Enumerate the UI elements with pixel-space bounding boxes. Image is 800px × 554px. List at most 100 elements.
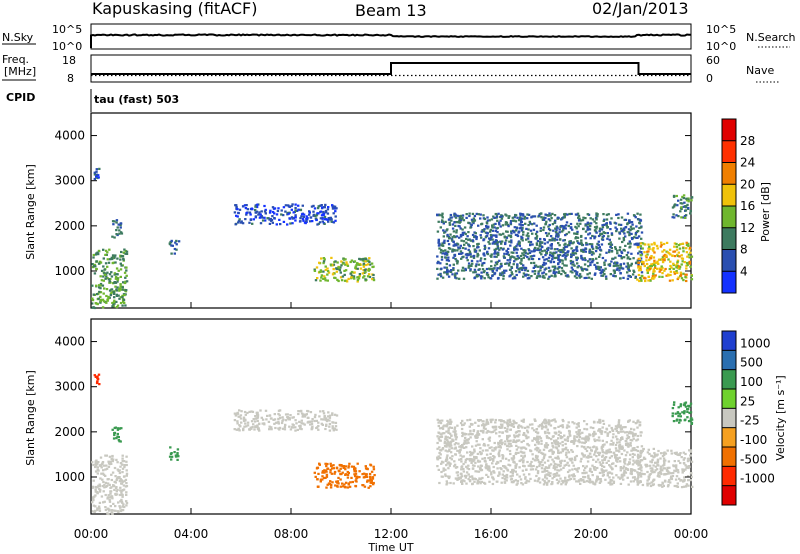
power-echo-cell-6 bbox=[538, 248, 541, 252]
velocity-echo-cell-6 bbox=[623, 460, 626, 463]
velocity-echo-cell-7 bbox=[690, 460, 694, 463]
power-echo-cell-6 bbox=[450, 238, 454, 241]
power-echo-cell-1 bbox=[119, 226, 122, 229]
power-echo-cell-6 bbox=[461, 231, 465, 234]
power-echo-cell-6 bbox=[617, 216, 620, 220]
power-echo-cell-7 bbox=[681, 260, 684, 263]
power-echo-cell-6 bbox=[560, 218, 563, 221]
velocity-echo-cell-6 bbox=[510, 457, 514, 460]
velocity-echo-cell-6 bbox=[478, 480, 481, 483]
power-echo-cell-7 bbox=[685, 241, 688, 244]
power-echo-cell-6 bbox=[509, 258, 512, 261]
velocity-echo-cell-4 bbox=[328, 416, 332, 419]
power-echo-cell-0 bbox=[117, 269, 120, 272]
power-echo-cell-4 bbox=[316, 212, 319, 215]
power-echo-cell-4 bbox=[332, 212, 335, 215]
power-echo-cell-6 bbox=[614, 264, 617, 267]
power-echo-cell-0 bbox=[98, 290, 101, 293]
velocity-echo-cell-6 bbox=[496, 467, 499, 470]
power-echo-cell-6 bbox=[451, 223, 455, 226]
power-echo-cell-4 bbox=[318, 221, 322, 224]
power-echo-cell-0 bbox=[92, 265, 96, 268]
power-echo-cell-6 bbox=[573, 264, 576, 267]
velocity-echo-cell-6 bbox=[440, 470, 443, 474]
power-echo-cell-6 bbox=[518, 271, 521, 274]
power-echo-cell-6 bbox=[565, 245, 569, 248]
power-echo-cell-4 bbox=[254, 208, 257, 212]
power-echo-cell-6 bbox=[566, 244, 570, 247]
power-echo-cell-4 bbox=[257, 213, 260, 216]
power-echo-cell-6 bbox=[540, 212, 543, 215]
power-echo-cell-6 bbox=[441, 216, 444, 219]
power-echo-cell-6 bbox=[439, 226, 442, 229]
velocity-echo-cell-6 bbox=[497, 451, 501, 454]
velocity-echo-cell-7 bbox=[680, 486, 684, 489]
velocity-echo-cell-6 bbox=[487, 467, 490, 470]
velocity-echo-cell-0 bbox=[107, 509, 111, 512]
velocity-echo-cell-7 bbox=[656, 461, 660, 464]
power-echo-cell-5 bbox=[352, 275, 356, 278]
velocity-echo-cell-6 bbox=[454, 438, 458, 441]
power-echo-cell-6 bbox=[512, 263, 515, 266]
power-echo-cell-6 bbox=[627, 266, 630, 269]
velocity-echo-cell-0 bbox=[123, 466, 126, 469]
power-echo-cell-6 bbox=[531, 215, 534, 218]
power-echo-cell-7 bbox=[685, 247, 688, 250]
power-echo-cell-6 bbox=[560, 259, 563, 262]
power-echo-cell-4 bbox=[236, 208, 239, 211]
velocity-echo-cell-6 bbox=[548, 422, 551, 425]
power-echo-cell-0 bbox=[120, 255, 123, 258]
power-echo-cell-5 bbox=[364, 268, 367, 271]
velocity-echo-cell-6 bbox=[588, 452, 592, 455]
power-echo-cell-6 bbox=[636, 259, 639, 262]
power-echo-cell-6 bbox=[625, 254, 629, 257]
velocity-echo-cell-6 bbox=[490, 446, 493, 449]
velocity-echo-cell-6 bbox=[492, 470, 495, 473]
velocity-echo-cell-6 bbox=[495, 432, 498, 435]
power-echo-cell-6 bbox=[563, 248, 566, 251]
power-echo-cell-4 bbox=[239, 221, 243, 224]
power-echo-cell-0 bbox=[104, 277, 107, 280]
power-echo-cell-7 bbox=[659, 269, 662, 272]
velocity-echo-cell-6 bbox=[517, 425, 520, 428]
power-echo-cell-6 bbox=[493, 255, 496, 258]
velocity-echo-cell-6 bbox=[592, 432, 595, 435]
power-echo-cell-6 bbox=[526, 232, 530, 235]
velocity-echo-cell-7 bbox=[647, 448, 650, 451]
velocity-echo-cell-6 bbox=[476, 481, 479, 484]
power-echo-cell-7 bbox=[687, 242, 690, 245]
velocity-echo-cell-5 bbox=[372, 481, 375, 485]
velocity-echo-cell-6 bbox=[476, 432, 479, 435]
power-echo-cell-5 bbox=[372, 279, 376, 282]
power-echo-cell-6 bbox=[535, 242, 539, 245]
power-echo-cell-6 bbox=[452, 230, 456, 233]
power-echo-cell-6 bbox=[462, 255, 465, 258]
velocity-echo-cell-6 bbox=[553, 462, 557, 465]
velocity-echo-cell-5 bbox=[347, 471, 350, 475]
power-echo-cell-6 bbox=[569, 240, 572, 243]
power-echo-cell-4 bbox=[276, 209, 280, 213]
velocity-echo-cell-6 bbox=[621, 467, 625, 470]
velocity-echo-cell-0 bbox=[94, 505, 97, 508]
power-echo-cell-0 bbox=[94, 302, 97, 305]
velocity-echo-cell-6 bbox=[460, 480, 463, 483]
power-echo-cell-6 bbox=[541, 246, 544, 249]
power-echo-cell-4 bbox=[277, 207, 280, 210]
velocity-echo-cell-7 bbox=[691, 485, 694, 488]
power-echo-cell-6 bbox=[630, 232, 633, 235]
power-echo-cell-0 bbox=[115, 288, 118, 291]
power-echo-cell-6 bbox=[631, 237, 634, 241]
power-echo-cell-6 bbox=[606, 232, 609, 235]
power-echo-cell-7 bbox=[653, 266, 657, 269]
velocity-echo-cell-5 bbox=[362, 472, 366, 475]
velocity-echo-cell-6 bbox=[452, 430, 455, 433]
velocity-echo-cell-6 bbox=[472, 451, 475, 454]
power-echo-cell-7 bbox=[647, 243, 650, 246]
velocity-echo-cell-6 bbox=[552, 465, 556, 468]
power-echo-cell-5 bbox=[343, 269, 346, 272]
power-echo-cell-6 bbox=[614, 256, 617, 259]
velocity-echo-cell-6 bbox=[482, 429, 485, 432]
power-echo-cell-4 bbox=[326, 212, 330, 215]
power-echo-cell-6 bbox=[532, 228, 536, 231]
velocity-colorbar-swatch bbox=[722, 369, 736, 389]
